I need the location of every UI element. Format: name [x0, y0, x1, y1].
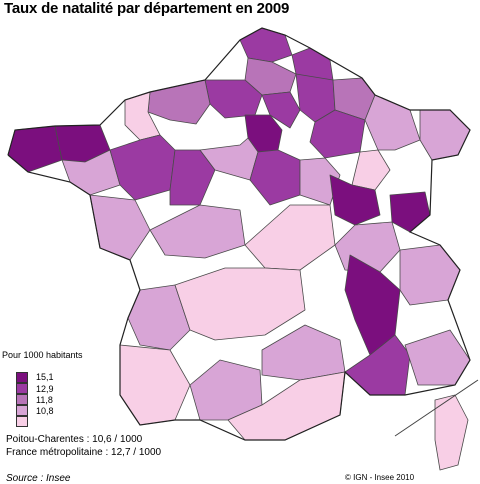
corsica-separator [394, 379, 479, 437]
department-area [244, 204, 336, 271]
legend-swatch-1 [16, 372, 28, 383]
department-area [119, 344, 191, 426]
map-title: Taux de natalité par département en 2009 [4, 0, 290, 17]
department-area [147, 79, 211, 125]
region-rate-note: Poitou-Charentes : 10,6 / 1000 [6, 434, 143, 445]
department-area [399, 244, 461, 306]
department-area [419, 109, 471, 161]
department-area [249, 149, 301, 206]
national-rate-note: France métropolitaine : 12,7 / 1000 [6, 447, 162, 458]
copyright-note: © IGN - Insee 2010 [345, 473, 415, 482]
legend-swatch-5 [16, 416, 28, 427]
department-area [89, 194, 151, 261]
department-regions [7, 27, 471, 471]
source-note: Source : Insee [6, 473, 71, 484]
department-area [329, 174, 381, 226]
department-area [109, 134, 176, 201]
department-area [239, 27, 293, 63]
department-area [149, 204, 246, 259]
department-area [261, 91, 301, 129]
legend-value-4: 10,8 [36, 406, 54, 416]
legend-swatch-3 [16, 394, 28, 405]
legend-swatch-2 [16, 383, 28, 394]
department-area [7, 125, 63, 173]
department-area [261, 324, 346, 381]
legend-title: Pour 1000 habitants [2, 350, 83, 360]
legend-value-2: 12,9 [36, 384, 54, 394]
department-area [351, 149, 391, 191]
france-outline [7, 27, 471, 441]
department-area [389, 191, 431, 233]
coastline [7, 27, 471, 441]
legend-value-1: 15,1 [36, 372, 54, 382]
department-area [174, 267, 306, 341]
legend-value-3: 11,8 [36, 395, 53, 405]
department-area [364, 94, 421, 151]
legend-swatch-4 [16, 405, 28, 416]
